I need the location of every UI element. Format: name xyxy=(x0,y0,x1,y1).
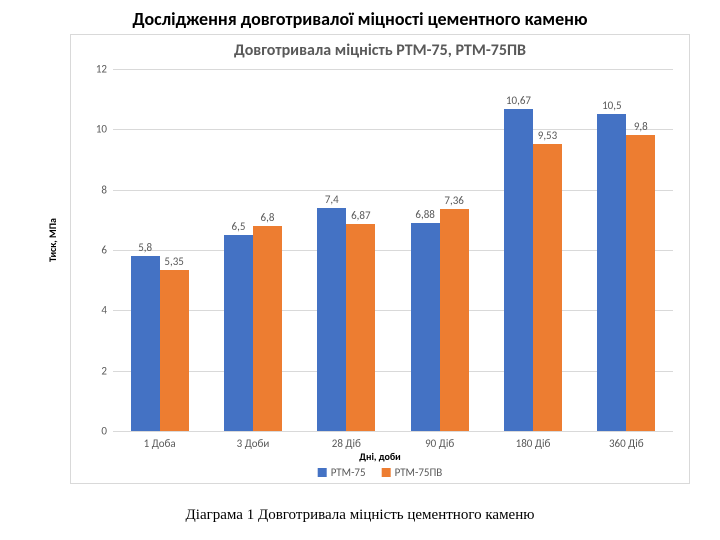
bar: 5,35 xyxy=(160,270,189,431)
x-tick-label: 360 Діб xyxy=(609,437,644,450)
bar-value-label: 7,36 xyxy=(444,194,463,207)
plot-area: 0246810125,85,351 Доба6,56,83 Доби7,46,8… xyxy=(113,69,673,431)
bar: 7,4 xyxy=(317,208,346,431)
bar-value-label: 6,88 xyxy=(415,208,434,221)
chart-frame: Довготривала міцність РТМ-75, РТМ-75ПВ 0… xyxy=(70,34,690,484)
bar-group: 5,85,351 Доба xyxy=(113,69,206,431)
bar: 7,36 xyxy=(440,209,469,431)
y-tick-label: 10 xyxy=(96,123,107,136)
bar-group: 10,59,8360 Діб xyxy=(580,69,673,431)
legend-item: РТМ-75 xyxy=(318,466,366,479)
bar-value-label: 7,4 xyxy=(325,193,339,206)
bar: 6,8 xyxy=(253,226,282,431)
x-axis-title: Дні, доби xyxy=(359,450,400,463)
bar: 9,53 xyxy=(533,144,562,431)
y-tick-label: 12 xyxy=(96,63,107,76)
y-tick-label: 8 xyxy=(101,183,107,196)
bar-value-label: 6,8 xyxy=(261,211,275,224)
bar-group: 6,887,3690 Діб xyxy=(393,69,486,431)
bar-value-label: 9,53 xyxy=(538,129,557,142)
bar-value-label: 5,35 xyxy=(164,255,183,268)
gridline xyxy=(113,431,673,432)
chart-title: Довготривала міцність РТМ-75, РТМ-75ПВ xyxy=(71,35,689,60)
legend-item: РТМ-75ПВ xyxy=(382,466,443,479)
legend-swatch xyxy=(382,468,391,477)
bar: 6,88 xyxy=(411,223,440,431)
bar-value-label: 6,87 xyxy=(351,209,370,222)
bar-value-label: 10,67 xyxy=(506,94,531,107)
bar-group: 7,46,8728 Діб xyxy=(300,69,393,431)
legend: РТМ-75 РТМ-75ПВ xyxy=(318,466,443,479)
legend-label: РТМ-75 xyxy=(331,466,366,479)
bar-value-label: 9,8 xyxy=(634,120,648,133)
bar: 5,8 xyxy=(131,256,160,431)
bar-group: 6,56,83 Доби xyxy=(206,69,299,431)
bar: 6,5 xyxy=(224,235,253,431)
page-title: Дослідження довготривалої міцності цемен… xyxy=(0,0,720,30)
bar-value-label: 5,8 xyxy=(138,241,152,254)
x-tick-label: 3 Доби xyxy=(237,437,270,450)
bar: 6,87 xyxy=(346,224,375,431)
bar: 10,67 xyxy=(504,109,533,431)
y-tick-label: 2 xyxy=(101,364,107,377)
y-axis-title: Тиск, МПа xyxy=(46,218,59,262)
x-tick-label: 1 Доба xyxy=(144,437,176,450)
x-tick-label: 90 Діб xyxy=(425,437,454,450)
legend-label: РТМ-75ПВ xyxy=(395,466,443,479)
y-tick-label: 6 xyxy=(101,244,107,257)
x-tick-label: 28 Діб xyxy=(332,437,361,450)
legend-swatch xyxy=(318,468,327,477)
caption: Діаграма 1 Довготривала міцність цементн… xyxy=(0,507,720,524)
bar-group: 10,679,53180 Діб xyxy=(486,69,579,431)
y-tick-label: 4 xyxy=(101,304,107,317)
y-tick-label: 0 xyxy=(101,425,107,438)
bar-value-label: 6,5 xyxy=(232,220,246,233)
bar-value-label: 10,5 xyxy=(602,99,621,112)
x-tick-label: 180 Діб xyxy=(516,437,551,450)
bar: 10,5 xyxy=(597,114,626,431)
bar: 9,8 xyxy=(626,135,655,431)
